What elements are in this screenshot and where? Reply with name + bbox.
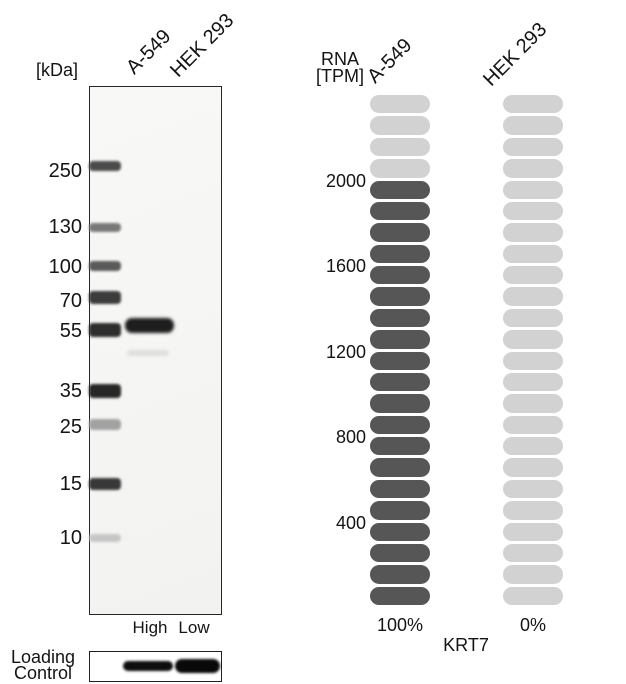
ladder-band-130: [89, 223, 121, 232]
rna-tpm-axis-title-line2: [TPM]: [316, 66, 364, 86]
rna-segment: [370, 244, 430, 264]
rna-segment: [370, 159, 430, 178]
rna-segment: [370, 223, 430, 242]
rna-segment: [370, 330, 430, 349]
marker-label-35: 35: [59, 380, 82, 402]
axis-tick-label-1200: 1200: [325, 341, 366, 362]
rna-segment: [503, 394, 563, 413]
rna-column-a549: [370, 95, 430, 608]
ladder-band-15: [89, 478, 121, 490]
marker-label-55: 55: [59, 320, 82, 342]
rna-segment: [503, 95, 563, 114]
rna-segment: [370, 201, 430, 221]
marker-label-15: 15: [59, 473, 82, 495]
gene-label: KRT7: [443, 635, 489, 655]
rna-segment: [503, 437, 563, 456]
ladder-band-35: [89, 384, 121, 398]
blot-lane-label-a549: A-549: [122, 25, 176, 79]
blot-lane-label-hek293: HEK 293: [166, 9, 239, 82]
rna-segment: [370, 394, 430, 413]
rna-segment: [503, 372, 563, 392]
rna-segment: [503, 159, 563, 178]
rna-segment: [503, 116, 563, 135]
rna-segment: [503, 351, 563, 370]
rna-segment: [503, 586, 563, 606]
rna-segment: [503, 266, 563, 285]
rna-lane-label-a549: A-549: [363, 34, 417, 88]
rna-segment: [503, 479, 563, 499]
loading-control-band-2: [175, 659, 220, 673]
ladder-band-25: [89, 419, 121, 430]
faint-band-a549: [127, 350, 169, 356]
marker-label-70: 70: [59, 290, 82, 312]
rna-column-hek293: [503, 95, 563, 608]
kda-unit-label: [kDa]: [36, 60, 79, 80]
rna-segment: [503, 201, 563, 221]
percent-label-hek293: 0%: [519, 615, 546, 635]
rna-segment: [503, 180, 563, 199]
loading-control-band-1: [123, 661, 173, 671]
rna-segment: [370, 308, 430, 328]
loading-control-label-line1: Loading: [10, 647, 76, 667]
axis-tick-label-400: 400: [335, 512, 366, 533]
axis-tick-label-2000: 2000: [325, 170, 366, 191]
rna-segment: [370, 586, 430, 606]
rna-segment: [370, 437, 430, 456]
loading-control-label: Loading Control: [4, 647, 82, 683]
rna-segment: [503, 522, 563, 541]
western-blot-panel: [89, 86, 222, 615]
ladder-band-70: [89, 291, 121, 304]
rna-segment: [370, 137, 430, 157]
rna-segment: [503, 565, 563, 584]
ladder-band-250: [89, 161, 121, 171]
percent-label-a549: 100%: [376, 615, 424, 635]
marker-label-130: 130: [48, 216, 82, 238]
rna-segment: [370, 565, 430, 584]
rna-segment: [503, 330, 563, 349]
marker-label-10: 10: [59, 527, 82, 549]
rna-segment: [370, 266, 430, 285]
axis-tick-label-1600: 1600: [325, 256, 366, 276]
lane-level-high: High: [132, 618, 168, 637]
rna-segment: [503, 223, 563, 242]
rna-tpm-axis-title: RNA [TPM]: [312, 49, 368, 86]
ladder-band-55: [89, 323, 121, 337]
rna-segment: [370, 180, 430, 199]
lane-level-low: Low: [178, 618, 210, 637]
rna-segment: [503, 137, 563, 157]
rna-segment: [503, 287, 563, 306]
ladder-band-10: [89, 534, 121, 542]
loading-control-panel: [89, 651, 222, 682]
rna-segment: [503, 415, 563, 435]
krt7-band-a549: [125, 318, 174, 333]
marker-label-250: 250: [48, 160, 82, 182]
loading-control-label-line2: Control: [13, 662, 73, 683]
rna-segment: [370, 543, 430, 563]
rna-segment: [370, 372, 430, 392]
rna-segment: [503, 501, 563, 520]
rna-segment: [370, 351, 430, 370]
rna-tpm-axis-title-line1: RNA: [320, 49, 359, 69]
rna-segment: [503, 308, 563, 328]
marker-label-100: 100: [48, 256, 82, 278]
ladder-band-100: [89, 261, 121, 271]
marker-labels: 250 130 100 70 55 35 25 15 10: [20, 0, 82, 684]
rna-segment: [370, 458, 430, 477]
rna-segment: [503, 543, 563, 563]
axis-tick-label-800: 800: [335, 427, 366, 447]
rna-segment: [370, 415, 430, 435]
rna-segment: [370, 95, 430, 114]
marker-label-25: 25: [59, 416, 82, 438]
rna-segment: [370, 522, 430, 541]
rna-segment: [370, 501, 430, 520]
rna-segment: [370, 116, 430, 135]
rna-lane-label-hek293: HEK 293: [479, 18, 552, 91]
rna-segment: [503, 244, 563, 264]
rna-segment: [370, 479, 430, 499]
rna-segment: [503, 458, 563, 477]
rna-segment: [370, 287, 430, 306]
